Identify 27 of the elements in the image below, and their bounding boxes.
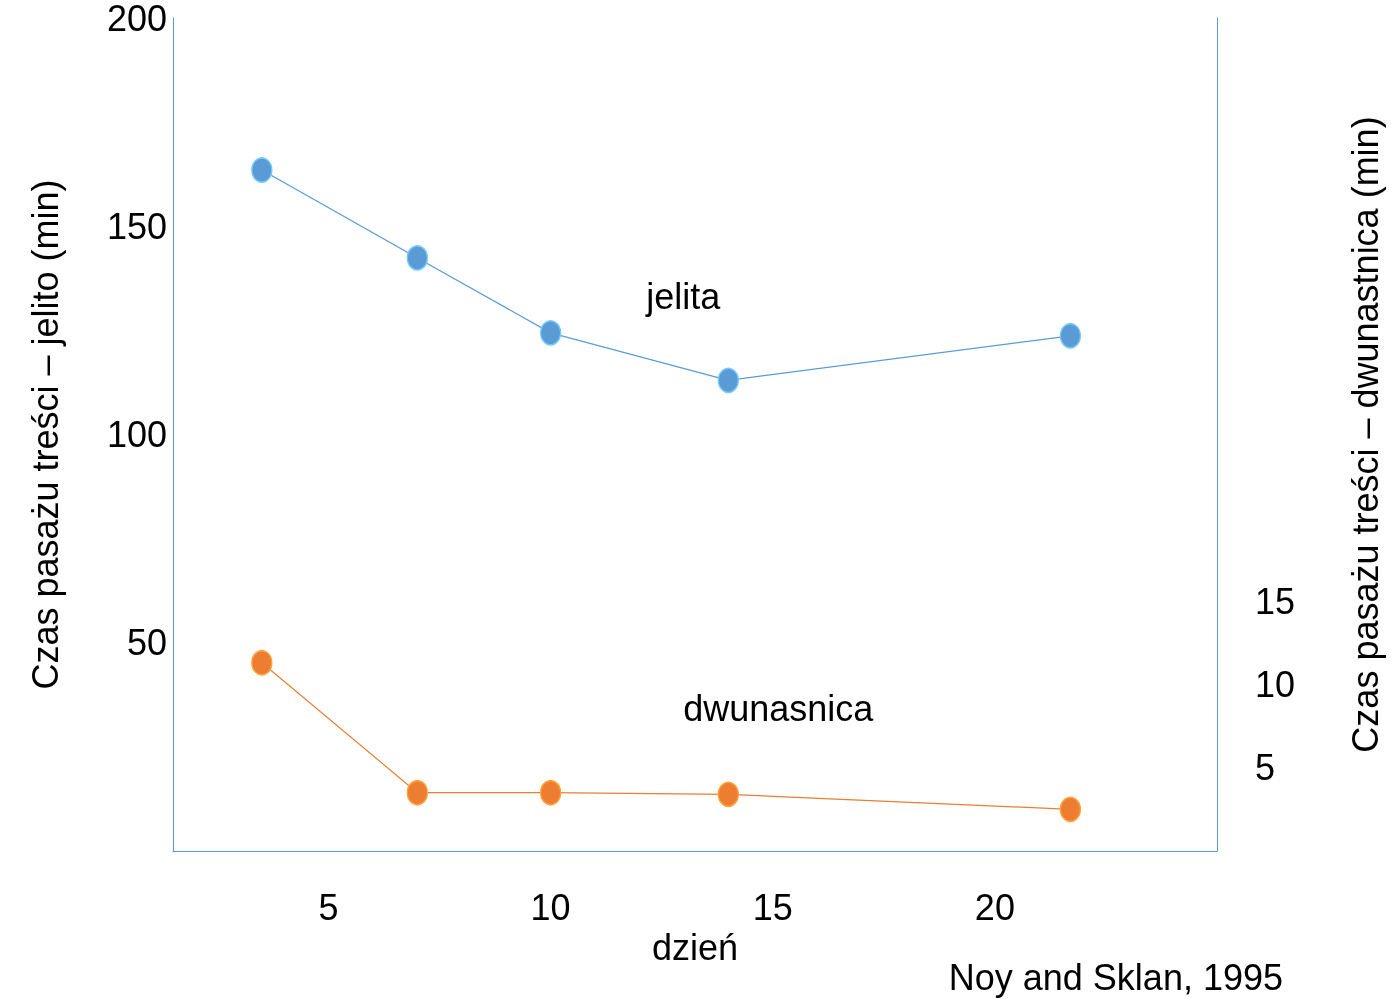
point (406, 779, 429, 806)
x-tick-label: 5 (318, 886, 339, 928)
point (717, 781, 740, 808)
point (539, 320, 562, 346)
y-tick-label: 100 (106, 414, 167, 455)
y2-tick-label: 10 (1255, 663, 1296, 705)
x-axis-title: dzień (651, 927, 739, 969)
y2-tick-label: 15 (1255, 580, 1296, 622)
series-label: jelita (645, 276, 722, 318)
point (1059, 323, 1082, 349)
y-tick-label: 200 (106, 0, 167, 39)
y-tick-label: 150 (106, 205, 167, 247)
point (539, 779, 562, 806)
x-tick-label: 20 (974, 886, 1015, 928)
point (406, 245, 429, 271)
x-tick-label: 10 (530, 886, 571, 928)
y-tick-label: 50 (126, 622, 167, 664)
y-axis-title: Czas pasażu treści – jelito (min) (24, 179, 66, 690)
y2-axis-title: Czas pasażu treści – dwunastnica (min) (1344, 116, 1386, 753)
text: Noy and Sklan, 1995 (948, 956, 1283, 998)
series-label: dwunasnica (683, 688, 875, 730)
point (251, 157, 273, 183)
y2-tick-label: 5 (1255, 747, 1276, 789)
point (1059, 796, 1082, 823)
point (717, 367, 740, 394)
x-tick-label: 15 (752, 886, 793, 928)
point (251, 650, 273, 676)
